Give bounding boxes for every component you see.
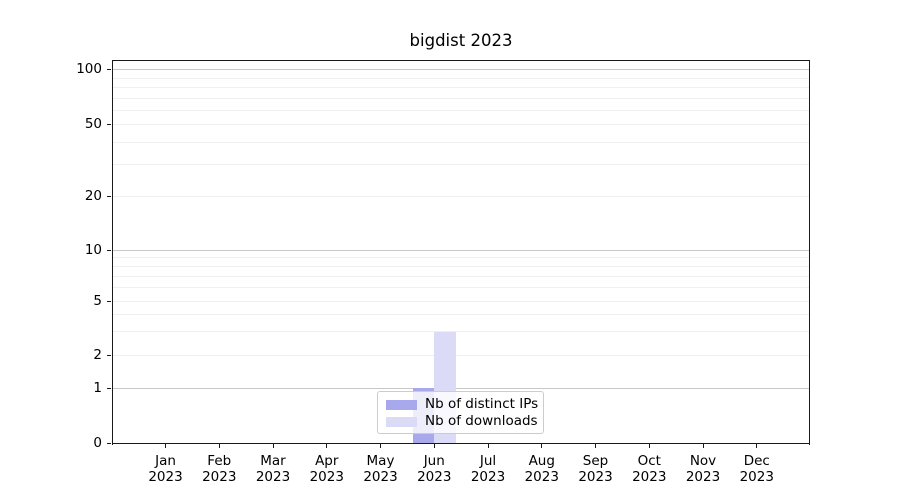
gridline-minor (113, 109, 809, 111)
x-tick (165, 444, 166, 448)
x-tick-label-month: Oct (637, 453, 661, 469)
gridline-minor (113, 287, 809, 289)
y-tick-label: 100 (76, 61, 102, 78)
x-tick-label: Oct 2023 (617, 453, 681, 485)
x-tick-label-month: Jun (423, 453, 445, 469)
x-tick-label-month: May (366, 453, 395, 469)
x-tick-label-month: Apr (315, 453, 339, 469)
y-tick (107, 300, 111, 302)
y-tick-label: 5 (93, 292, 102, 309)
y-tick (107, 387, 111, 389)
x-tick-label-month: Feb (207, 453, 232, 469)
x-tick (487, 444, 489, 448)
x-tick (433, 444, 435, 448)
axis-spine-left (112, 60, 113, 445)
x-tick-label-year: 2023 (524, 468, 559, 485)
x-tick-label-year: 2023 (685, 468, 721, 485)
x-tick-label-year: 2023 (255, 468, 291, 485)
gridline-major (113, 387, 809, 389)
gridline-minor (113, 97, 809, 99)
x-tick (756, 444, 758, 448)
x-tick-label: Feb 2023 (187, 453, 251, 485)
legend-item: Nb of distinct IPs (378, 396, 543, 413)
gridline-minor (113, 124, 809, 126)
gridline-minor (113, 141, 809, 143)
x-tick-label-month: Mar (260, 453, 286, 469)
gridline-minor (113, 266, 809, 268)
x-tick-label-year: 2023 (417, 468, 452, 485)
y-tick-label: 10 (84, 241, 102, 258)
y-tick-label: 2 (93, 347, 102, 364)
legend-swatch-nb-of-distinct-ips (386, 399, 417, 410)
y-tick (107, 249, 111, 251)
y-tick (107, 355, 111, 357)
x-tick (218, 444, 220, 448)
x-tick-label: Jan 2023 (134, 453, 198, 485)
gridline-minor (113, 77, 809, 79)
x-tick-label: Aug 2023 (510, 453, 574, 485)
gridline-minor (113, 257, 809, 259)
x-tick-label-year: 2023 (739, 468, 774, 485)
y-tick-label: 20 (84, 188, 102, 204)
x-tick (326, 444, 328, 448)
legend-item: Nb of downloads (378, 413, 543, 430)
x-tick-label-year: 2023 (632, 468, 667, 485)
x-tick-label: May 2023 (349, 453, 413, 485)
y-tick-label: 50 (84, 116, 102, 133)
gridline-minor (113, 331, 809, 333)
gridline-minor (113, 87, 809, 89)
x-tick-label-month: Jan (155, 453, 176, 469)
legend-swatch-nb-of-downloads (386, 416, 417, 427)
y-tick (107, 442, 111, 444)
legend-label: Nb of distinct IPs (425, 396, 539, 412)
y-tick (107, 196, 111, 197)
legend: Nb of distinct IPs Nb of downloads (377, 391, 544, 434)
legend-label: Nb of downloads (425, 413, 538, 429)
x-tick-label-year: 2023 (470, 468, 506, 485)
axis-spine-right (809, 60, 810, 445)
x-tick-label: Nov 2023 (671, 453, 735, 485)
gridline-major (113, 249, 809, 251)
axis-spine-bottom (112, 443, 810, 444)
y-tick-label: 1 (93, 379, 102, 396)
x-tick-label: Sep 2023 (564, 453, 628, 485)
plot-area: 0 1 2 5 10 20 50 100 Jan 2023 Feb 2023 Mar 2023 Apr 20… (76, 60, 810, 484)
x-tick (648, 444, 650, 448)
gridline-minor (113, 196, 809, 197)
x-tick-label-year: 2023 (148, 468, 183, 485)
x-tick-label-month: Dec (743, 453, 770, 469)
x-tick-label-year: 2023 (309, 468, 344, 485)
x-tick-label: Apr 2023 (295, 453, 359, 485)
x-tick-label-month: Sep (582, 453, 609, 469)
gridline-major (113, 69, 809, 71)
gridline-minor (113, 355, 809, 357)
y-tick (107, 69, 111, 71)
axis-spine-top (112, 60, 810, 61)
x-tick-label: Dec 2023 (725, 453, 789, 485)
x-tick-label-year: 2023 (363, 468, 398, 485)
chart-title: bigdist 2023 (409, 31, 513, 50)
x-tick-label-month: Aug (528, 453, 555, 469)
y-tick-label: 0 (93, 434, 102, 451)
x-tick-label: Mar 2023 (241, 453, 305, 485)
x-tick-label-month: Nov (689, 453, 717, 469)
x-tick (541, 444, 543, 448)
gridline-minor (113, 275, 809, 277)
x-tick-label-year: 2023 (202, 468, 237, 485)
x-tick-label: Jun 2023 (402, 453, 466, 485)
gridline-minor (113, 314, 809, 316)
x-tick-label: Jul 2023 (456, 453, 520, 485)
x-tick-label-month: Jul (479, 453, 497, 469)
y-tick (107, 124, 111, 126)
x-tick (380, 444, 381, 448)
x-tick (702, 444, 704, 448)
gridline-minor (113, 300, 809, 302)
x-tick (595, 444, 596, 448)
x-tick-label-year: 2023 (578, 468, 613, 485)
gridline-minor (113, 164, 809, 166)
x-tick (272, 444, 274, 448)
